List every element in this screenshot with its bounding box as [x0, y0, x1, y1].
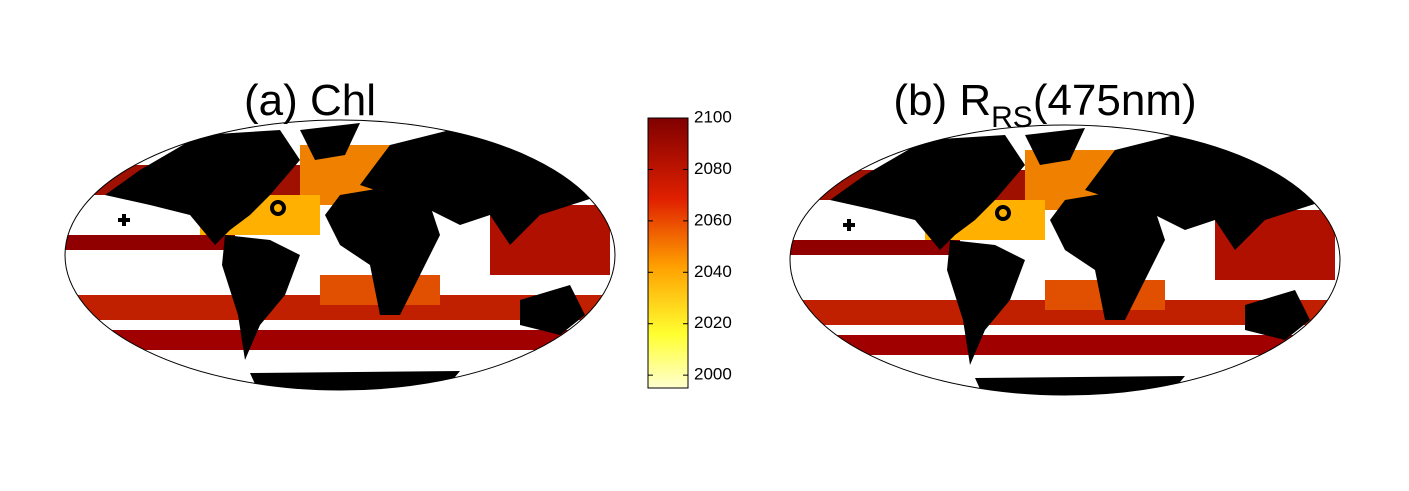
map-title: (a) Chl [244, 76, 376, 125]
map [789, 124, 1341, 396]
circle-marker [995, 205, 1011, 221]
title-text: (a) Chl [244, 76, 376, 125]
map-outline [789, 124, 1341, 396]
title-text: (b) R [893, 76, 991, 125]
colorbar [647, 117, 689, 389]
plus-marker [843, 219, 855, 231]
tick-label: 2100 [694, 107, 732, 126]
tick-label: 2000 [694, 365, 732, 384]
maps [64, 119, 1341, 396]
tick-label: 2060 [694, 210, 732, 229]
map-content [790, 125, 1340, 395]
map-outline [64, 119, 616, 391]
tick-label: 2080 [694, 159, 732, 178]
title-subscript: RS [991, 101, 1033, 134]
map [64, 119, 616, 391]
circle-marker [270, 200, 286, 216]
tick-label: 2040 [694, 262, 732, 281]
colorbar-ticks: 2000 2020 2040 2060 2080 2100 [648, 107, 732, 384]
title-suffix: (475nm) [1033, 76, 1197, 125]
tick-label: 2020 [694, 313, 732, 332]
map-title: (b) RRS(475nm) [893, 76, 1196, 134]
plus-marker [118, 214, 130, 226]
map-content [65, 120, 615, 390]
